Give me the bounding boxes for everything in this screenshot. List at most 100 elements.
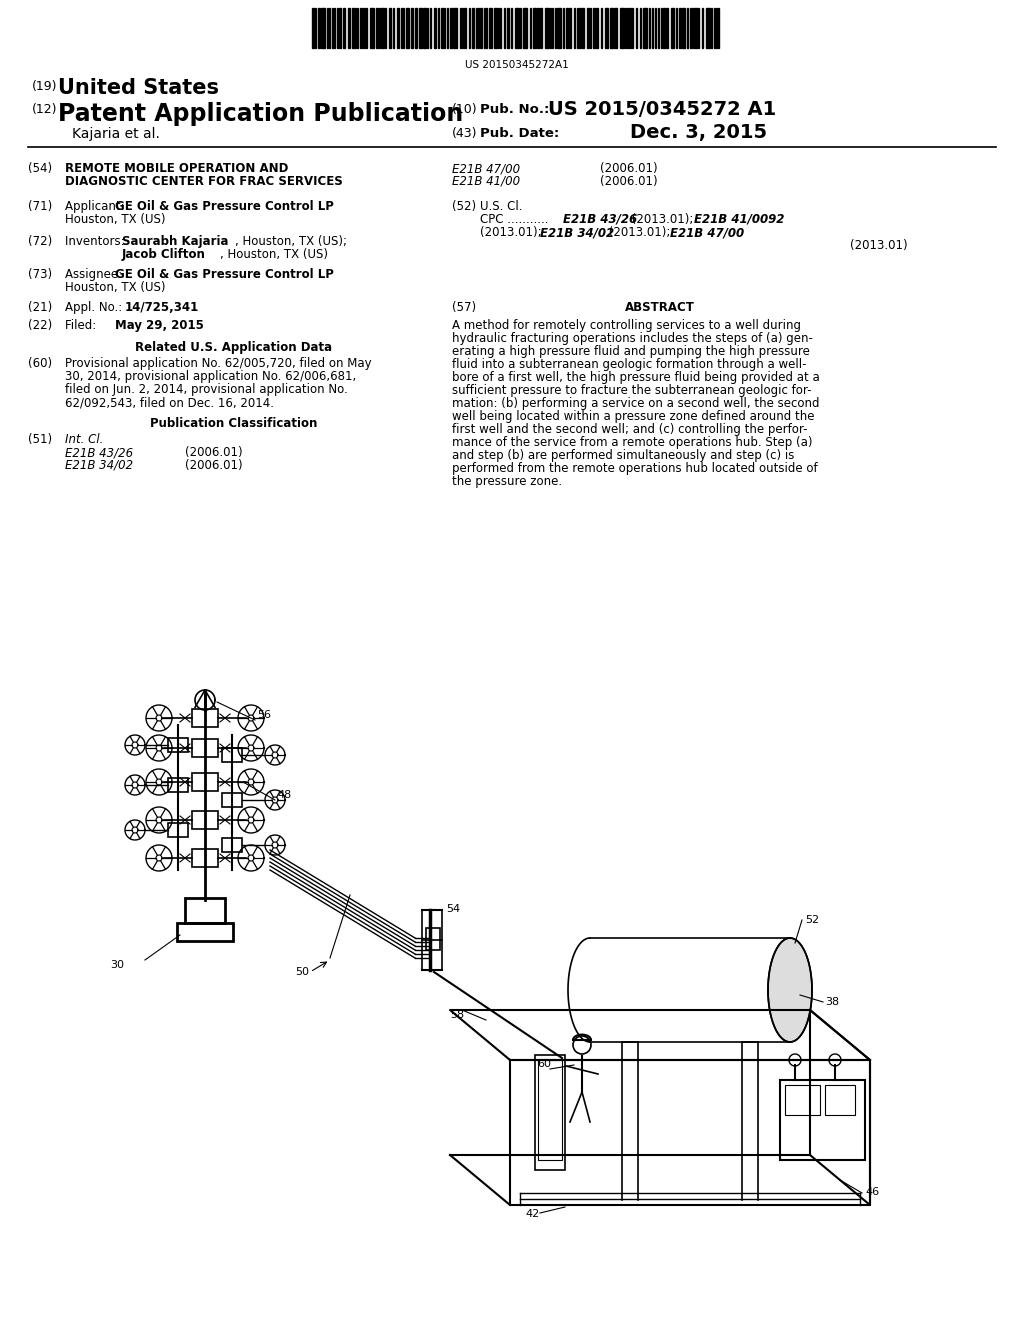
Bar [185, 898, 225, 923]
Text: (2013.01);: (2013.01); [628, 213, 697, 226]
Bar [352, 8, 354, 48]
Text: 42: 42 [525, 1209, 540, 1218]
Text: 58: 58 [450, 1010, 464, 1020]
Bar [515, 8, 519, 48]
Bar [666, 8, 668, 48]
Bar [671, 8, 674, 48]
Bar [348, 8, 350, 48]
Bar [540, 8, 542, 48]
Bar [620, 8, 624, 48]
Text: the pressure zone.: the pressure zone. [452, 475, 562, 488]
Text: (2006.01): (2006.01) [600, 162, 657, 176]
Text: (10): (10) [452, 103, 477, 116]
Text: (52): (52) [452, 201, 476, 213]
Text: Applicant:: Applicant: [65, 201, 128, 213]
Text: E21B 47/00: E21B 47/00 [452, 162, 520, 176]
Bar [679, 8, 681, 48]
Text: Houston, TX (US): Houston, TX (US) [65, 213, 166, 226]
Bar [610, 8, 613, 48]
Text: mance of the service from a remote operations hub. Step (a): mance of the service from a remote opera… [452, 436, 812, 449]
Text: Patent Application Publication: Patent Application Publication [58, 102, 463, 125]
Bar [222, 838, 242, 851]
Bar [406, 8, 409, 48]
Text: GE Oil & Gas Pressure Control LP: GE Oil & Gas Pressure Control LP [115, 201, 334, 213]
Bar [441, 8, 443, 48]
Text: 14/725,341: 14/725,341 [125, 301, 200, 314]
Bar [464, 8, 466, 48]
Bar [780, 1080, 865, 1160]
Bar [682, 8, 685, 48]
Bar [376, 8, 378, 48]
Bar [193, 810, 218, 829]
Text: , Houston, TX (US);: , Houston, TX (US); [234, 235, 347, 248]
Text: 48: 48 [278, 789, 291, 800]
Bar [605, 8, 608, 48]
Text: E21B 41/0092: E21B 41/0092 [694, 213, 784, 226]
Text: Filed:: Filed: [65, 319, 126, 333]
Text: (2013.01);: (2013.01); [605, 226, 674, 239]
Bar [534, 8, 536, 48]
Bar [480, 8, 482, 48]
Text: Houston, TX (US): Houston, TX (US) [65, 281, 166, 294]
Text: (72): (72) [28, 235, 52, 248]
Text: Related U.S. Application Data: Related U.S. Application Data [135, 341, 333, 354]
Text: Appl. No.:: Appl. No.: [65, 301, 130, 314]
Text: erating a high pressure fluid and pumping the high pressure: erating a high pressure fluid and pumpin… [452, 345, 810, 358]
Text: Dec. 3, 2015: Dec. 3, 2015 [630, 123, 767, 143]
Text: (54): (54) [28, 162, 52, 176]
Bar [582, 8, 584, 48]
Text: Int. Cl.: Int. Cl. [65, 433, 103, 446]
Text: May 29, 2015: May 29, 2015 [115, 319, 204, 333]
Text: Provisional application No. 62/005,720, filed on May: Provisional application No. 62/005,720, … [65, 356, 372, 370]
Text: Inventors:: Inventors: [65, 235, 132, 248]
Text: DIAGNOSTIC CENTER FOR FRAC SERVICES: DIAGNOSTIC CENTER FOR FRAC SERVICES [65, 176, 343, 187]
Bar [193, 774, 218, 791]
Text: (51): (51) [28, 433, 52, 446]
Text: (22): (22) [28, 319, 52, 333]
Text: sufficient pressure to fracture the subterranean geologic for-: sufficient pressure to fracture the subt… [452, 384, 811, 397]
Bar [587, 8, 589, 48]
Polygon shape [768, 939, 812, 1041]
Bar [557, 8, 561, 48]
Text: CPC ...........: CPC ........... [480, 213, 552, 226]
Text: E21B 41/00: E21B 41/00 [452, 176, 520, 187]
Bar [629, 8, 631, 48]
Bar [489, 8, 492, 48]
Text: A method for remotely controlling services to a well during: A method for remotely controlling servic… [452, 319, 801, 333]
Bar [415, 8, 417, 48]
Text: E21B 43/26: E21B 43/26 [563, 213, 637, 226]
Bar [694, 8, 697, 48]
Text: GE Oil & Gas Pressure Control LP: GE Oil & Gas Pressure Control LP [115, 268, 334, 281]
Text: United States: United States [58, 78, 219, 98]
Text: Publication Classification: Publication Classification [151, 417, 317, 430]
Bar [193, 709, 218, 727]
Bar [537, 8, 539, 48]
Text: 52: 52 [805, 915, 819, 925]
Text: 56: 56 [257, 710, 271, 719]
Bar [168, 822, 188, 837]
Text: 38: 38 [825, 997, 839, 1007]
Text: ABSTRACT: ABSTRACT [625, 301, 695, 314]
Bar [397, 8, 399, 48]
Text: performed from the remote operations hub located outside of: performed from the remote operations hub… [452, 462, 817, 475]
Bar [566, 8, 568, 48]
Text: 62/092,543, filed on Dec. 16, 2014.: 62/092,543, filed on Dec. 16, 2014. [65, 396, 274, 409]
Bar [222, 793, 242, 807]
Text: (2006.01): (2006.01) [185, 446, 243, 459]
Bar [593, 8, 595, 48]
Text: well being located within a pressure zone defined around the: well being located within a pressure zon… [452, 411, 814, 422]
Text: (19): (19) [32, 81, 57, 92]
Bar [168, 777, 188, 792]
Text: 50: 50 [295, 968, 309, 977]
Bar [579, 8, 581, 48]
Bar [193, 739, 218, 756]
Bar [343, 8, 345, 48]
Text: E21B 34/02: E21B 34/02 [65, 459, 133, 473]
Text: (21): (21) [28, 301, 52, 314]
Text: (71): (71) [28, 201, 52, 213]
Bar [535, 1055, 565, 1170]
Text: (60): (60) [28, 356, 52, 370]
Text: fluid into a subterranean geologic formation through a well-: fluid into a subterranean geologic forma… [452, 358, 807, 371]
Text: 60: 60 [537, 1059, 551, 1069]
Bar [193, 849, 218, 867]
